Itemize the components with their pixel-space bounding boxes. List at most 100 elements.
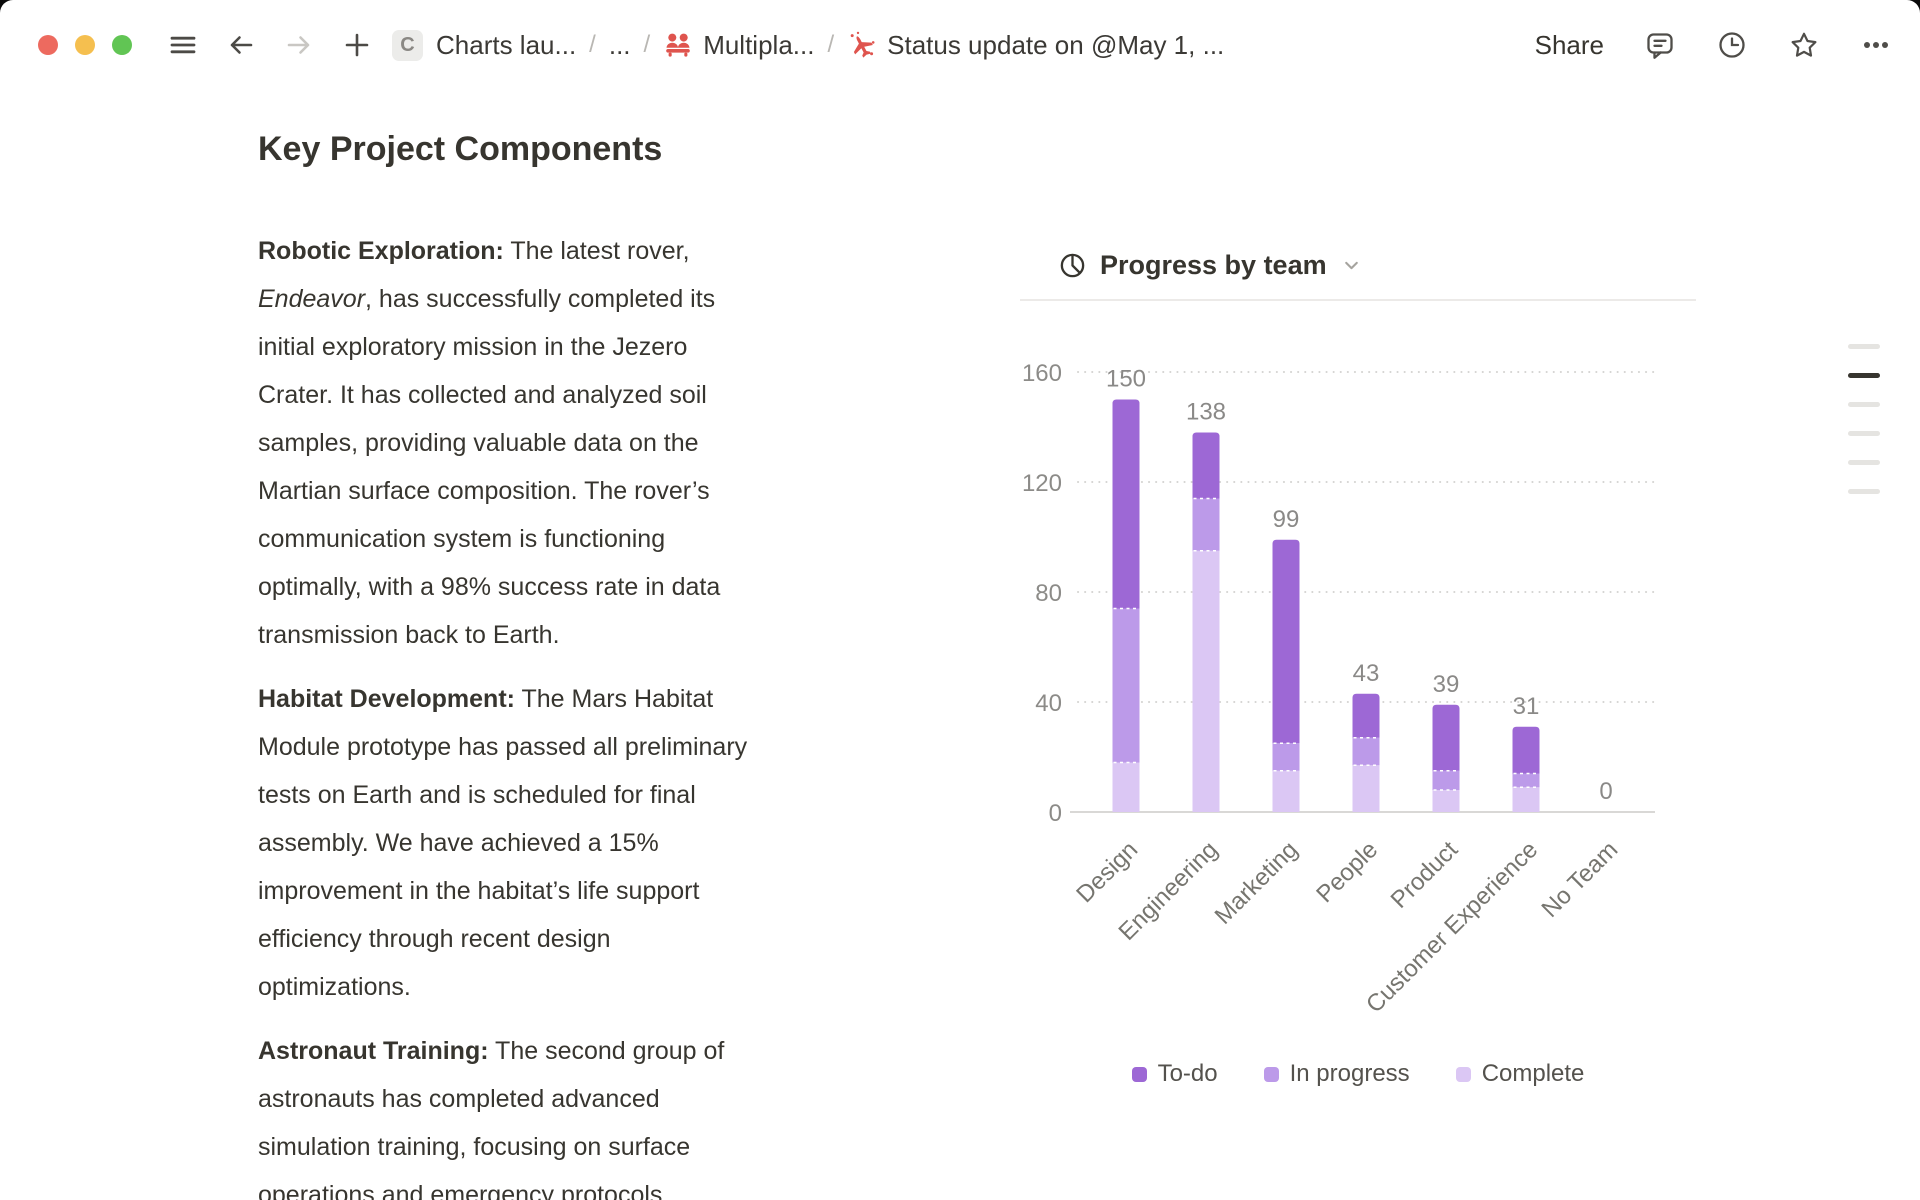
bar-segment-complete[interactable] — [1112, 762, 1140, 813]
titlebar: C Charts lau... /... / Multipla... / Status up… — [0, 0, 1920, 90]
chart-view-selector[interactable]: Progress by team — [1058, 250, 1361, 281]
page-title[interactable]: Key Project Components — [258, 130, 663, 168]
workspace-badge[interactable]: C — [392, 29, 423, 61]
text-line: efficiency through recent design — [258, 925, 611, 953]
legend-item[interactable]: In progress — [1263, 1060, 1410, 1088]
legend-label: In progress — [1289, 1060, 1410, 1087]
text-line: astronauts has completed advanced — [258, 1085, 660, 1113]
comment-icon — [1647, 33, 1673, 59]
comments-button[interactable] — [1644, 29, 1676, 61]
y-axis-tick-label: 80 — [1035, 580, 1062, 607]
bar-value-label: 99 — [1273, 506, 1300, 533]
y-axis-tick-label: 120 — [1022, 470, 1062, 497]
y-axis-tick-label: 40 — [1035, 690, 1062, 717]
y-axis-tick-label: 0 — [1049, 800, 1062, 827]
bar-segment-to-do[interactable] — [1112, 399, 1140, 609]
chart-divider — [1020, 299, 1696, 301]
breadcrumb-separator: / — [827, 31, 835, 58]
bar-segment-complete[interactable] — [1432, 790, 1460, 812]
new-page-button[interactable] — [342, 30, 372, 60]
breadcrumb-item-label: Status update on @May 1, ... — [887, 29, 1225, 60]
toc-block-handle[interactable] — [1848, 460, 1880, 465]
updates-button[interactable] — [1716, 29, 1748, 61]
legend-item[interactable]: To-do — [1131, 1060, 1218, 1088]
sidebar-menu-button[interactable] — [168, 30, 198, 60]
breadcrumb-separator: / — [589, 31, 596, 58]
bar-segment-in-progress[interactable] — [1352, 737, 1380, 766]
zoom-button[interactable] — [112, 35, 132, 55]
back-button[interactable] — [226, 30, 256, 60]
text-line: Martian surface composition. The rover’s — [258, 477, 710, 505]
text-line: optimizations. — [258, 973, 411, 1001]
y-axis-tick-label: 160 — [1022, 360, 1062, 387]
breadcrumb-item[interactable]: Multipla... — [663, 30, 814, 61]
more-options-button[interactable] — [1860, 29, 1892, 61]
bar-value-label: 31 — [1513, 693, 1540, 720]
toc-block-handle[interactable] — [1848, 344, 1880, 349]
bar-value-label: 43 — [1353, 660, 1380, 687]
text-line: tests on Earth and is scheduled for fina… — [258, 781, 696, 809]
bar-segment-in-progress[interactable] — [1432, 770, 1460, 790]
minimize-button[interactable] — [75, 35, 95, 55]
x-axis-category-label: Product — [1386, 836, 1464, 914]
breadcrumb-item[interactable]: Charts lau... — [436, 30, 576, 61]
chart-title: Progress by team — [1100, 250, 1327, 280]
text-line: Habitat Development: The Mars Habitat — [258, 685, 714, 713]
bar-segment-complete[interactable] — [1352, 765, 1380, 812]
legend-label: Complete — [1481, 1060, 1585, 1087]
close-button[interactable] — [38, 35, 58, 55]
toc-block-handle[interactable] — [1848, 373, 1880, 378]
legend-swatch — [1131, 1066, 1147, 1082]
document-body: Key Project Components Robotic Explorati… — [258, 130, 948, 1200]
text-line: Astronaut Training: The second group of — [258, 1037, 725, 1065]
bar-segment-to-do[interactable] — [1352, 693, 1380, 738]
x-axis-category-label: No Team — [1537, 836, 1624, 923]
bar-segment-complete[interactable] — [1272, 770, 1300, 812]
bar-segment-in-progress[interactable] — [1272, 743, 1300, 771]
bar-segment-to-do[interactable] — [1272, 539, 1300, 744]
bar-segment-in-progress[interactable] — [1512, 773, 1540, 788]
breadcrumb: C Charts lau... /... / Multipla... / Status up… — [392, 29, 1224, 61]
forward-button[interactable] — [284, 30, 314, 60]
paragraph[interactable]: Habitat Development: The Mars Habitat Mod… — [258, 675, 948, 1011]
pie-chart-icon — [1058, 251, 1087, 280]
bar-segment-in-progress[interactable] — [1112, 608, 1140, 763]
favorite-button[interactable] — [1788, 29, 1820, 61]
toc-block-handle[interactable] — [1848, 431, 1880, 436]
toc-block-handle[interactable] — [1848, 489, 1880, 494]
plane-icon — [850, 31, 875, 58]
paragraph[interactable]: Astronaut Training: The second group of a… — [258, 1027, 948, 1200]
bar-segment-to-do[interactable] — [1512, 726, 1540, 774]
share-button[interactable]: Share — [1534, 29, 1604, 60]
breadcrumb-item-label: ... — [608, 29, 631, 60]
plane-icon — [847, 30, 877, 60]
bar-segment-to-do[interactable] — [1192, 432, 1220, 499]
legend-swatch — [1263, 1066, 1279, 1082]
bar-segment-complete[interactable] — [1512, 787, 1540, 812]
bar-segment-to-do[interactable] — [1432, 704, 1460, 771]
x-axis-category-label: Marketing — [1210, 836, 1304, 930]
bar-segment-complete[interactable] — [1192, 550, 1220, 812]
text-line: Crater. It has collected and analyzed so… — [258, 381, 707, 409]
paragraph[interactable]: Robotic Exploration: The latest rover, En… — [258, 227, 948, 659]
breadcrumb-item[interactable]: Status update on @May 1, ... — [847, 30, 1224, 61]
back-arrow-icon — [230, 36, 253, 54]
text-line: transmission back to Earth. — [258, 621, 560, 649]
bar-segment-in-progress[interactable] — [1192, 498, 1220, 551]
x-axis-category-label: Design — [1071, 836, 1143, 908]
legend-swatch — [1455, 1066, 1471, 1082]
text-line: optimally, with a 98% success rate in da… — [258, 573, 721, 601]
plus-icon — [345, 33, 369, 57]
ellipsis-icon — [1864, 42, 1888, 48]
legend-item[interactable]: Complete — [1455, 1060, 1585, 1088]
bar-value-label: 0 — [1599, 778, 1612, 805]
text-line: Endeavor, has successfully completed its — [258, 285, 716, 313]
text-line: Module prototype has passed all prelimin… — [258, 733, 748, 761]
hamburger-icon — [170, 36, 196, 54]
breadcrumb-item[interactable]: ... — [609, 30, 631, 61]
breadcrumb-separator: / — [643, 31, 651, 58]
toc-block-handle[interactable] — [1848, 402, 1880, 407]
legend-label: To-do — [1157, 1060, 1218, 1087]
bar-value-label: 39 — [1433, 671, 1460, 698]
